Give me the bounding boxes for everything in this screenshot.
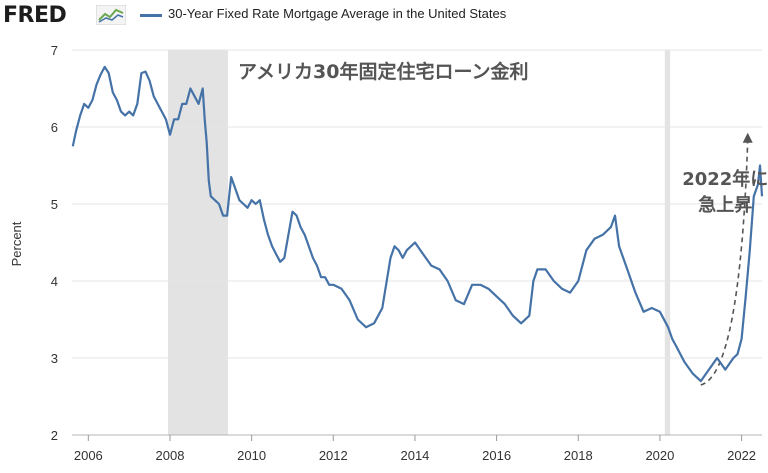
x-tick-label: 2010 [237,448,266,463]
annotation-line-0: 2022年に [682,168,768,190]
fred-logo[interactable]: FRED [3,3,67,28]
x-tick-label: 2018 [564,448,593,463]
arrow-head [742,132,753,143]
x-tick-label: 2012 [319,448,348,463]
x-tick-label: 2020 [645,448,674,463]
trend-arrow [700,132,753,386]
chart-title: アメリカ30年固定住宅ローン金利 [238,60,529,83]
y-tick-label: 6 [51,120,58,135]
recession-band-1 [664,50,671,435]
y-tick-label: 4 [51,274,58,289]
y-tick-label: 7 [51,43,58,58]
x-axis-ticks: 2006 2008 2010 2012 2014 2016 2018 2020 2022 [72,434,762,463]
x-tick-label: 2016 [482,448,511,463]
y-tick-label: 3 [51,351,58,366]
y-tick-label: 2 [51,428,58,443]
x-tick-label: 2022 [727,448,756,463]
recession-band-0 [167,50,228,435]
y-tick-label: 5 [51,197,58,212]
line-graph-icon [96,5,126,25]
y-axis-ticks: 2 3 4 5 6 7 [51,43,58,443]
arrow-shaft [700,140,749,386]
legend-swatch [140,14,162,17]
x-tick-label: 2014 [400,448,429,463]
annotation-line-1: 急上昇 [698,194,752,216]
y-axis-label: Percent [9,221,24,266]
header: FRED 30-Year Fixed Rate Mortgage Average… [0,0,768,30]
x-tick-label: 2008 [156,448,185,463]
series-line-mortgage-rate[interactable] [71,65,764,383]
recession-shading [167,50,671,435]
x-tick-label: 2006 [74,448,103,463]
legend-label[interactable]: 30-Year Fixed Rate Mortgage Average in t… [168,6,507,21]
